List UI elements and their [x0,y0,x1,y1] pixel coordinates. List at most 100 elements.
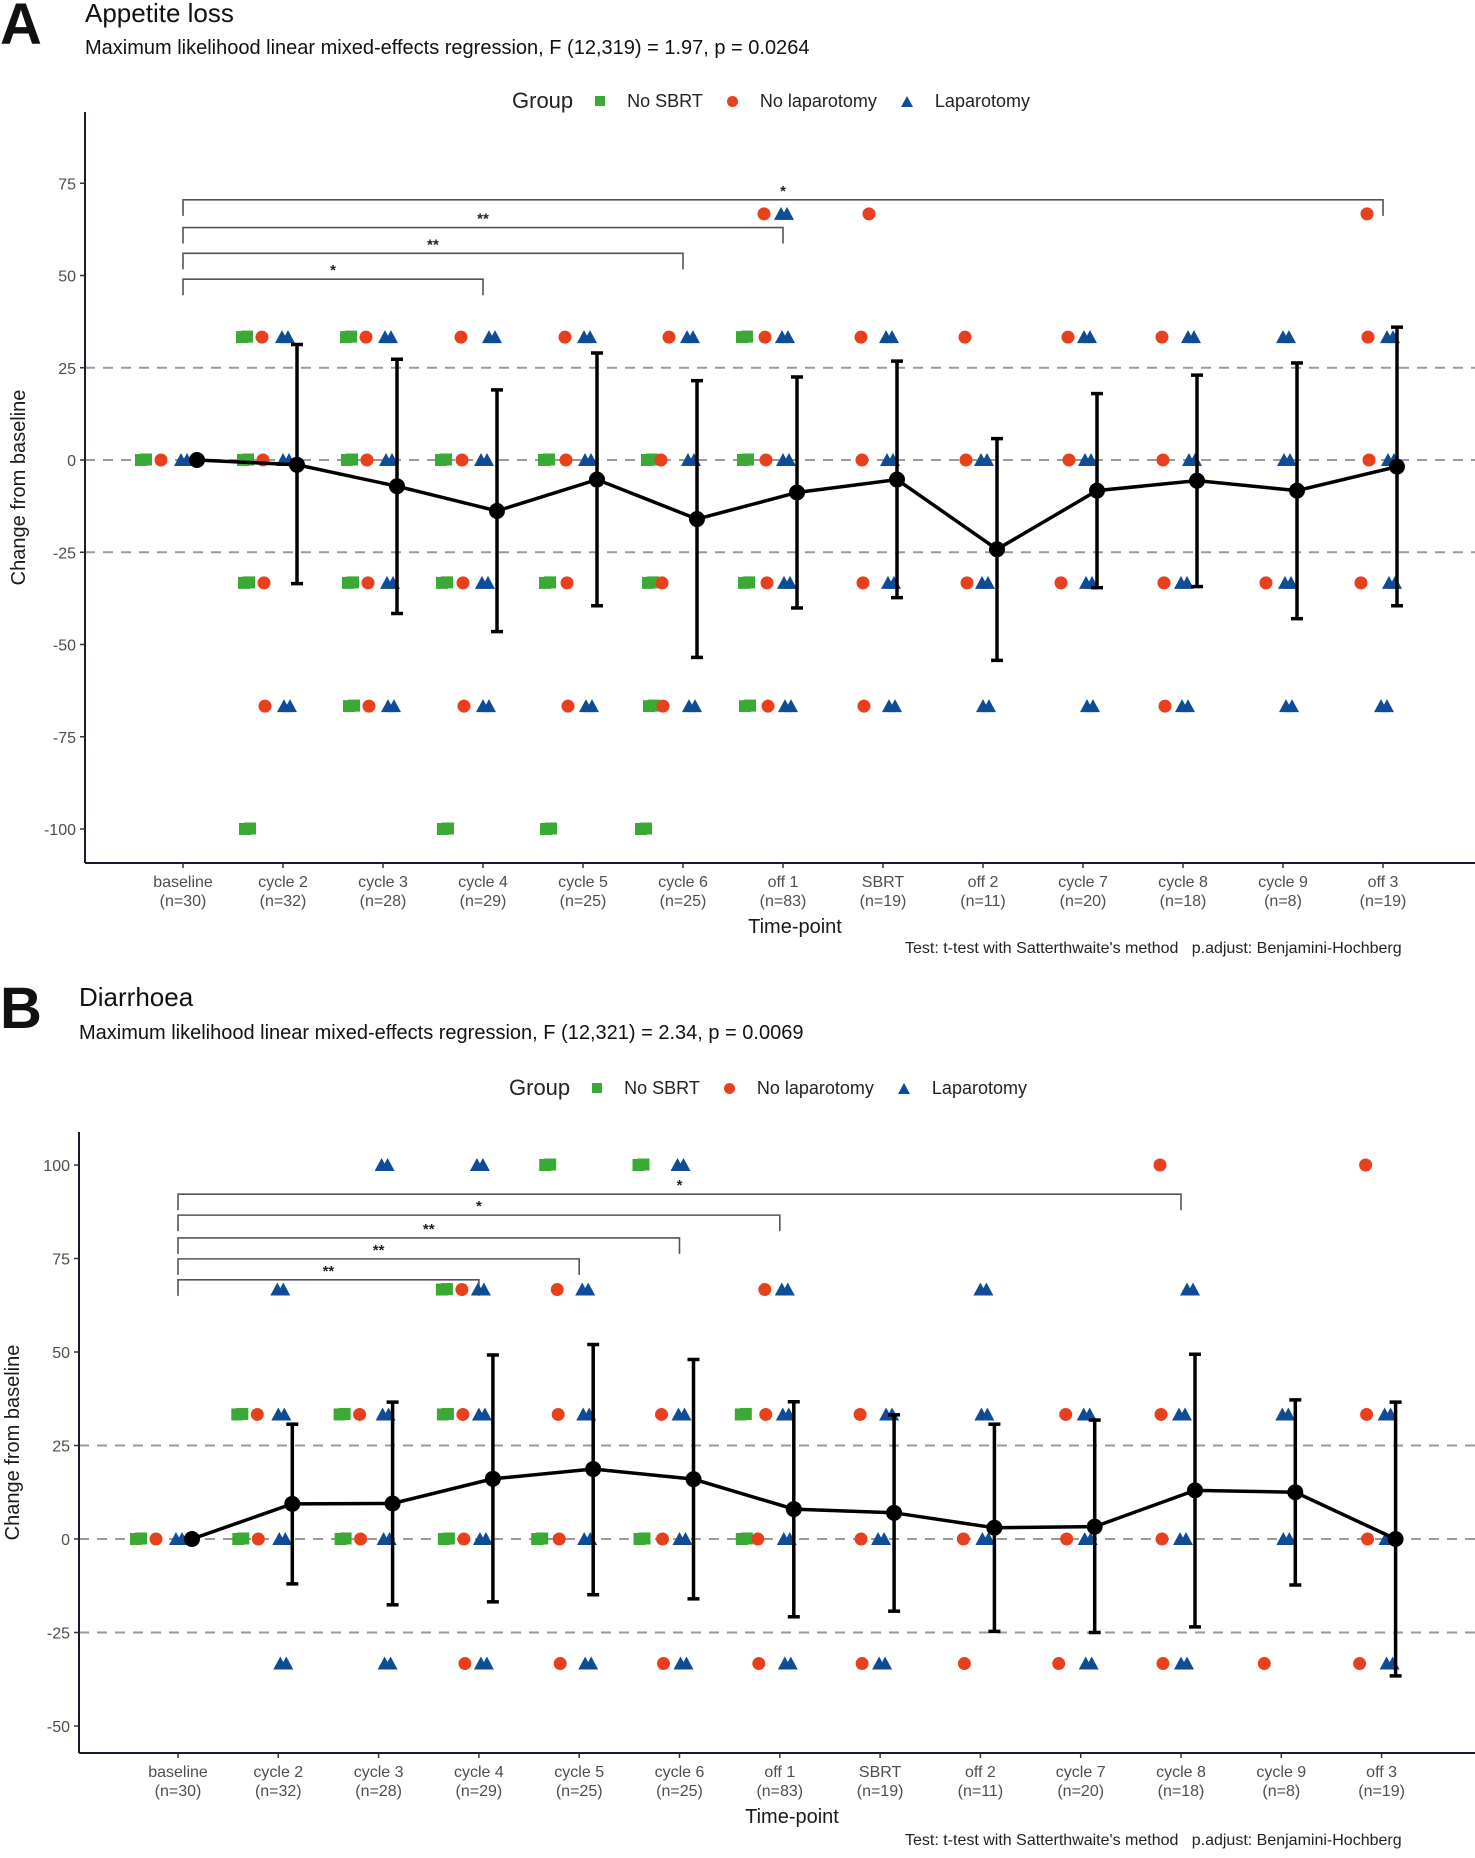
mean-point [484,1470,501,1487]
data-point-laparotomy [782,453,796,466]
data-point-no-sbrt [236,1407,249,1420]
y-tick-label: 25 [58,361,76,378]
legend-title: Group [509,1075,571,1100]
data-point-no-laparotomy [553,1657,567,1671]
x-tick-n-label: (n=25) [660,893,707,910]
data-point-no-laparotomy [759,1407,773,1421]
panel-a-subtitle: Maximum likelihood linear mixed-effects … [85,37,810,59]
legend-label: No laparotomy [756,1077,874,1098]
mean-point [1187,1482,1203,1499]
data-point-no-laparotomy [362,699,376,713]
data-point-no-laparotomy [758,1283,772,1297]
data-point-no-laparotomy [1360,207,1374,221]
x-tick-n-label: (n=29) [460,893,507,910]
mean-point [689,511,705,528]
mean-point [1189,472,1205,489]
x-tick-label: cycle 2 [253,1764,303,1781]
panel-b-letter: B [0,976,42,1041]
panel-b-subtitle: Maximum likelihood linear mixed-effects … [79,1022,804,1044]
data-point-no-laparotomy [561,699,575,713]
data-point-no-sbrt [440,453,452,466]
significance-label: ** [427,236,439,253]
data-point-no-sbrt [135,1532,147,1545]
data-point-no-laparotomy [1259,576,1273,590]
data-point-no-laparotomy [857,699,871,713]
data-point-no-laparotomy [1359,1158,1373,1172]
x-tick-n-label: (n=19) [1358,1783,1405,1800]
x-tick-label: cycle 2 [258,874,308,891]
data-point-no-sbrt [739,1407,752,1420]
data-point-laparotomy [784,699,798,713]
x-tick-label: cycle 9 [1258,874,1308,891]
data-point-laparotomy [1179,1532,1193,1545]
significance-label: ** [323,1263,335,1280]
significance-bracket [182,252,684,270]
panel-b-footer: Test: t-test with Satterthwaite's method… [905,1832,1402,1849]
data-point-laparotomy [475,1158,490,1171]
data-point-no-laparotomy [455,1283,469,1297]
data-point-laparotomy [488,330,502,344]
data-point-no-laparotomy [1155,1532,1169,1546]
data-point-no-laparotomy [654,453,668,467]
mean-point [289,456,305,473]
data-point-laparotomy [278,1532,293,1545]
x-tick-label: cycle 5 [558,874,608,891]
data-point-laparotomy [982,699,996,713]
data-point-no-laparotomy [251,1532,265,1546]
data-point-no-laparotomy [855,1657,869,1671]
data-point-no-laparotomy [662,330,676,344]
data-point-no-laparotomy [758,330,772,344]
data-point-no-laparotomy [1360,1407,1374,1421]
data-point-no-sbrt [543,453,555,466]
data-point-laparotomy [1084,1656,1099,1670]
data-point-laparotomy [878,1656,893,1670]
y-tick-label: 75 [58,176,76,193]
data-point-no-laparotomy [353,1407,367,1421]
x-tick-n-label: (n=25) [560,893,607,910]
data-point-no-laparotomy [1157,576,1171,590]
y-tick-label: -75 [53,730,76,747]
data-point-laparotomy [585,699,599,713]
y-tick-label: 75 [52,1252,70,1269]
x-tick-n-label: (n=8) [1262,1783,1300,1800]
x-tick-n-label: (n=11) [958,1783,1004,1800]
square-marker-icon [595,96,606,106]
data-point-no-laparotomy [1061,330,1075,344]
mean-point [384,1495,401,1512]
data-point-laparotomy [384,330,398,344]
x-tick-n-label: (n=32) [260,893,307,910]
data-point-laparotomy [383,1656,398,1670]
x-tick-label: off 1 [764,1764,795,1781]
data-point-no-laparotomy [655,576,669,590]
x-tick-n-label: (n=18) [1160,893,1207,910]
data-point-laparotomy [780,206,794,220]
x-tick-n-label: (n=11) [960,893,1006,910]
data-point-no-laparotomy [1060,1532,1074,1546]
data-point-no-laparotomy [655,1407,668,1421]
data-point-laparotomy [1083,330,1097,344]
data-point-laparotomy [888,699,902,713]
x-tick-label: baseline [153,874,213,891]
legend-label: Laparotomy [934,90,1030,111]
x-tick-n-label: (n=25) [656,1783,703,1800]
x-tick-n-label: (n=25) [556,1783,603,1800]
data-point-laparotomy [478,1532,493,1545]
x-tick-label: off 1 [768,874,799,891]
x-tick-label: cycle 8 [1156,1764,1206,1781]
data-point-no-laparotomy [551,1407,565,1421]
data-point-no-laparotomy [550,1283,564,1297]
legend-item-laparotomy: Laparotomy [900,90,1030,112]
data-point-no-laparotomy [1052,1657,1066,1671]
y-axis-label: Change from baseline [2,1345,24,1541]
data-point-no-laparotomy [761,699,775,713]
mean-point [389,478,405,495]
data-point-no-laparotomy [559,453,573,467]
data-point-no-laparotomy [855,453,869,467]
data-point-no-laparotomy [853,1407,867,1421]
data-point-no-laparotomy [854,1532,868,1546]
mean-point [1387,1531,1404,1547]
data-point-no-sbrt [640,822,652,835]
x-tick-label: cycle 7 [1058,874,1108,891]
y-tick-label: -100 [44,822,76,839]
data-point-laparotomy [1186,1282,1200,1296]
